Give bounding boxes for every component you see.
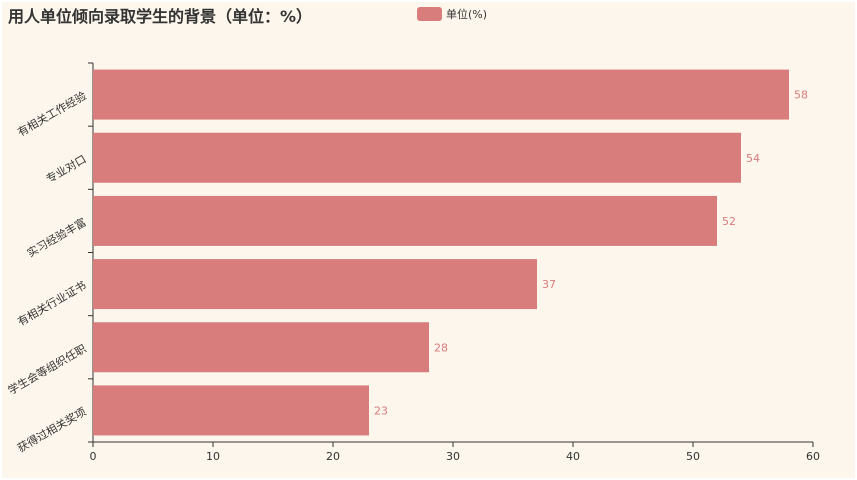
x-tick-label: 10 (206, 450, 220, 463)
plot-area: 0 10 20 30 40 50 6058有相关工作经验54专业对口52实习经验丰富37有相… (5, 62, 820, 463)
data-label: 58 (794, 89, 808, 102)
x-tick-label: 50 (686, 450, 700, 463)
legend[interactable]: 单位(%) (417, 7, 487, 21)
x-tick-label: 20 (326, 450, 340, 463)
bar[interactable] (93, 132, 741, 183)
chart-title: 用人单位倾向录取学生的背景（单位：%） (8, 7, 312, 26)
data-label: 37 (542, 278, 556, 291)
data-label: 23 (374, 404, 388, 417)
x-tick-label: 30 (446, 450, 460, 463)
data-label: 54 (746, 152, 760, 165)
bar[interactable] (93, 322, 429, 373)
legend-label[interactable]: 单位(%) (446, 7, 487, 21)
bar[interactable] (93, 385, 369, 436)
legend-swatch[interactable] (417, 7, 442, 21)
bar[interactable] (93, 69, 789, 120)
data-label: 52 (722, 215, 736, 228)
x-tick-label: 60 (806, 450, 820, 463)
x-tick-label: 0 (90, 450, 97, 463)
x-tick-label: 40 (566, 450, 580, 463)
bar[interactable] (93, 195, 717, 246)
data-label: 28 (434, 341, 448, 354)
bar[interactable] (93, 259, 537, 310)
